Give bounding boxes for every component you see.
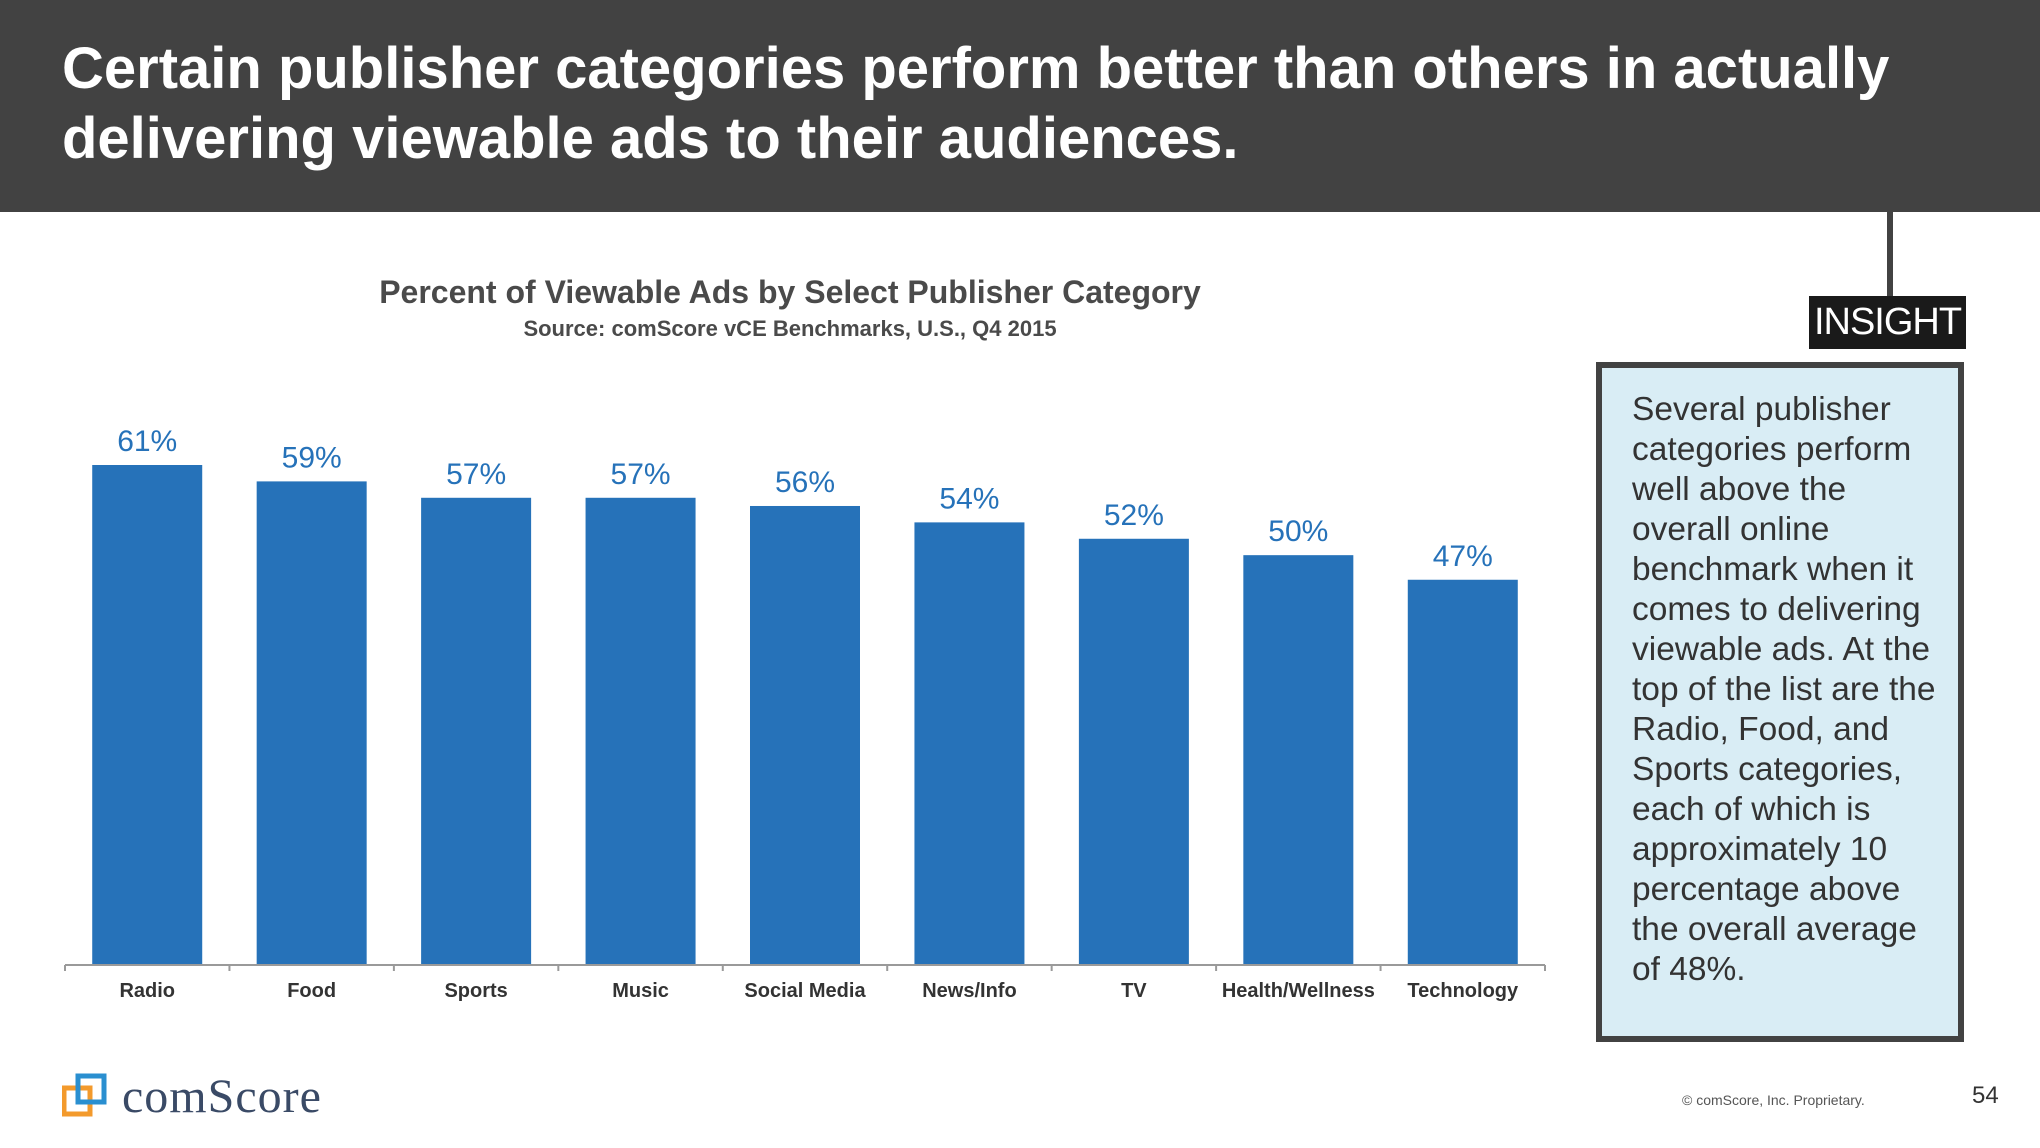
comscore-logo-icon bbox=[61, 1073, 107, 1117]
category-label: Technology bbox=[1407, 980, 1519, 1002]
data-label: 54% bbox=[939, 482, 999, 515]
category-label: Food bbox=[287, 980, 336, 1002]
bar bbox=[1078, 538, 1189, 965]
category-label: News/Info bbox=[922, 980, 1016, 1002]
category-label: TV bbox=[1121, 980, 1147, 1002]
bar bbox=[421, 497, 532, 965]
bar bbox=[92, 465, 203, 965]
data-label: 59% bbox=[282, 441, 342, 474]
insight-label: INSIGHT bbox=[1809, 296, 1966, 349]
insight-box: Several publisher categories perform wel… bbox=[1596, 362, 1964, 1042]
data-label: 47% bbox=[1433, 540, 1493, 573]
page-number: 54 bbox=[1972, 1082, 1999, 1109]
data-label: 57% bbox=[446, 458, 506, 491]
category-label: Music bbox=[612, 980, 669, 1002]
copyright: © comScore, Inc. Proprietary. bbox=[1682, 1092, 1865, 1108]
insight-text: Several publisher categories perform wel… bbox=[1632, 391, 1936, 988]
insight-connector bbox=[1887, 212, 1893, 296]
header-bar: Certain publisher categories perform bet… bbox=[0, 0, 2040, 212]
category-label: Sports bbox=[444, 980, 507, 1002]
data-label: 52% bbox=[1104, 499, 1164, 532]
bar bbox=[1407, 579, 1518, 965]
bar bbox=[750, 505, 860, 965]
data-label: 61% bbox=[117, 425, 177, 458]
data-label: 56% bbox=[775, 466, 835, 499]
comscore-logo: comScore bbox=[61, 1070, 362, 1123]
bar bbox=[256, 481, 367, 965]
chart-subtitle: Source: comScore vCE Benchmarks, U.S., Q… bbox=[523, 316, 1057, 341]
category-label: Health/Wellness bbox=[1222, 980, 1375, 1002]
category-label: Radio bbox=[119, 980, 175, 1002]
category-label: Social Media bbox=[744, 980, 866, 1002]
bar bbox=[914, 522, 1025, 965]
logo-text: comScore bbox=[122, 1070, 322, 1123]
chart-title: Percent of Viewable Ads by Select Publis… bbox=[379, 274, 1201, 310]
bar bbox=[1243, 555, 1354, 965]
bar-chart: 61% Radio 59% Food 57% Sports 57% Music 56% Socia… bbox=[64, 425, 1546, 1002]
data-label: 57% bbox=[611, 458, 671, 491]
bar bbox=[585, 497, 696, 965]
data-label: 50% bbox=[1268, 515, 1328, 548]
page-title: Certain publisher categories perform bet… bbox=[62, 36, 1890, 171]
